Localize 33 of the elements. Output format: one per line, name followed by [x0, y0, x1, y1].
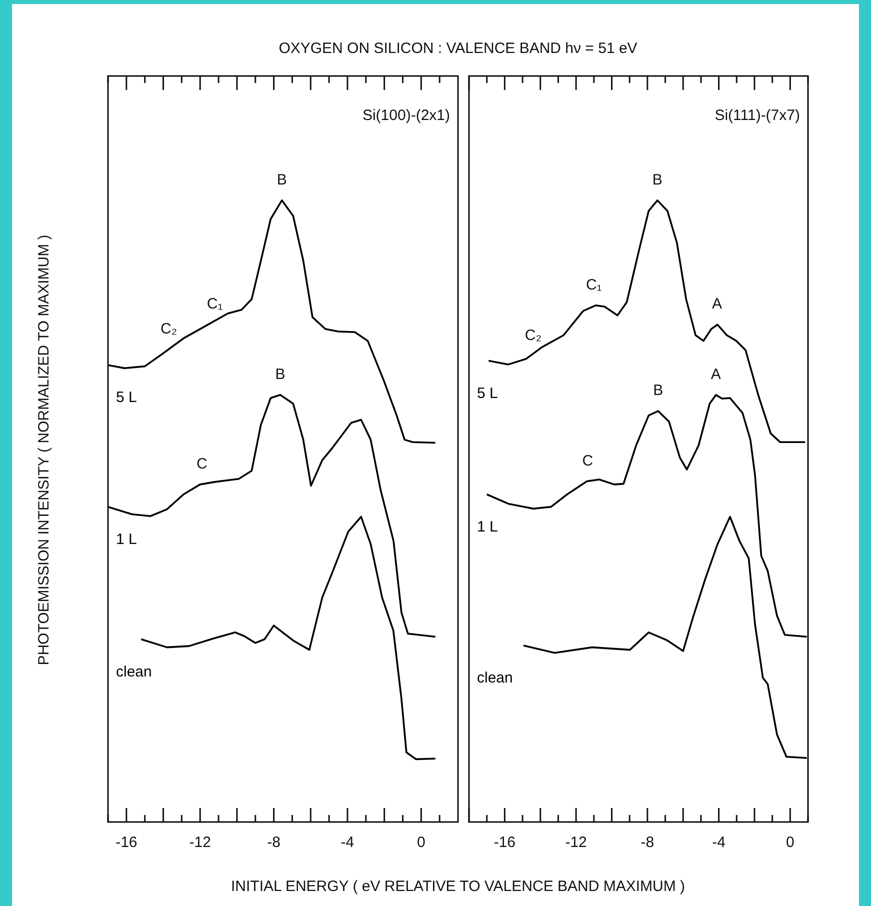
x-tick-label: -12: [189, 834, 211, 852]
x-tick-label: -8: [267, 834, 280, 852]
annotation: C₁: [206, 296, 223, 313]
x-tick-label: -16: [116, 834, 138, 852]
annotation: C: [582, 452, 594, 470]
series-label: clean: [477, 670, 513, 687]
chart-title: OXYGEN ON SILICON : VALENCE BAND hν = 51 eV: [278, 40, 638, 57]
x-tick-label: -12: [565, 834, 587, 852]
annotation: C₂: [160, 320, 178, 338]
annotation: C₁: [586, 276, 602, 294]
series-label: clean: [116, 663, 152, 680]
chart-subtitle: Si(111)-(7x7): [714, 107, 800, 124]
annotation: B: [276, 171, 287, 188]
x-tick-label: 0: [786, 834, 794, 852]
series-label: 1 L: [477, 518, 498, 536]
annotation: C₂: [524, 326, 542, 344]
x-tick-label: 0: [416, 834, 426, 852]
annotation: A: [710, 366, 721, 383]
series-label: 1 L: [116, 530, 137, 548]
series-label: 5 L: [116, 389, 137, 406]
chart-subtitle: Si(100)-(2x1): [362, 107, 450, 124]
x-tick-label: -16: [494, 834, 516, 852]
series-label: 5 L: [477, 384, 498, 402]
x-tick-label: -4: [340, 834, 354, 852]
x-tick-label: -4: [712, 834, 726, 852]
annotation: A: [712, 296, 722, 313]
x-tick-label: -8: [640, 834, 654, 852]
annotation: C: [196, 455, 208, 472]
annotation: B: [652, 171, 662, 188]
annotation: B: [275, 366, 286, 383]
y-axis-title: PHOTOEMISSION INTENSITY ( NORMALIZED TO MAXIMUM ): [36, 234, 52, 666]
x-axis-title: INITIAL ENERGY ( eV RELATIVE TO VALENCE BAND MAXIMUM ): [231, 878, 685, 895]
annotation: B: [653, 382, 664, 400]
